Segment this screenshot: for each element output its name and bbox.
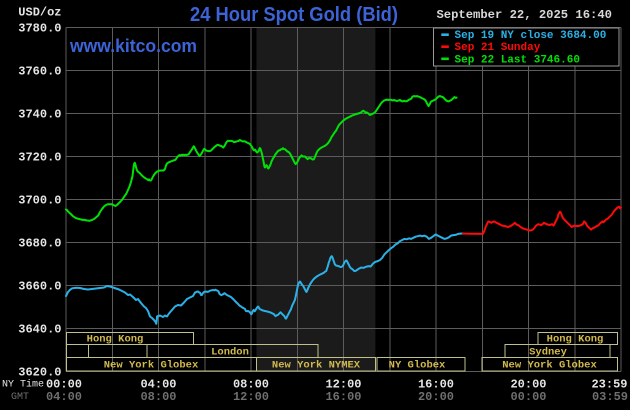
svg-text:08:00: 08:00 [233,378,269,392]
svg-text:3720.0: 3720.0 [18,151,61,165]
svg-text:00:00: 00:00 [46,378,82,392]
svg-text:3660.0: 3660.0 [18,280,61,294]
svg-text:London: London [211,346,249,358]
svg-text:New York Globex: New York Globex [502,360,597,372]
svg-text:Sep 21 Sunday: Sep 21 Sunday [441,42,540,54]
svg-text:New York Globex: New York Globex [104,360,199,372]
svg-text:USD/oz: USD/oz [18,5,61,19]
svg-text:Sep 19 NY close 3684.00: Sep 19 NY close 3684.00 [441,30,606,42]
svg-text:00:00: 00:00 [510,390,546,404]
svg-text:08:00: 08:00 [140,390,176,404]
svg-text:16:00: 16:00 [325,390,361,404]
svg-text:September 22, 2025 16:40: September 22, 2025 16:40 [436,8,612,22]
svg-text:3760.0: 3760.0 [18,65,61,79]
svg-text:GMT: GMT [11,392,29,403]
svg-text:3780.0: 3780.0 [18,22,61,36]
svg-text:Hong Kong: Hong Kong [547,334,604,346]
svg-text:3680.0: 3680.0 [18,237,61,251]
svg-text:NY Globex: NY Globex [389,360,446,372]
svg-text:3640.0: 3640.0 [18,323,61,337]
svg-text:04:00: 04:00 [140,378,176,392]
svg-text:3740.0: 3740.0 [18,108,61,122]
svg-text:03:59: 03:59 [592,390,628,404]
svg-text:24 Hour Spot Gold (Bid): 24 Hour Spot Gold (Bid) [190,4,398,26]
svg-text:12:00: 12:00 [325,378,361,392]
svg-text:Sydney: Sydney [529,346,568,358]
svg-text:12:00: 12:00 [233,390,269,404]
svg-text:23:59: 23:59 [591,378,627,392]
svg-text:3700.0: 3700.0 [18,194,61,208]
svg-text:Hong Kong: Hong Kong [87,334,144,346]
svg-text:04:00: 04:00 [46,390,82,404]
svg-text:New York NYMEX: New York NYMEX [272,360,361,372]
svg-text:NY Time: NY Time [2,379,44,391]
svg-text:3620.0: 3620.0 [18,366,61,380]
svg-text:Sep 22 Last 3746.60: Sep 22 Last 3746.60 [441,54,580,66]
svg-text:www.kitco.com: www.kitco.com [69,35,197,56]
svg-text:20:00: 20:00 [510,378,546,392]
svg-text:20:00: 20:00 [418,390,454,404]
svg-text:16:00: 16:00 [418,378,454,392]
